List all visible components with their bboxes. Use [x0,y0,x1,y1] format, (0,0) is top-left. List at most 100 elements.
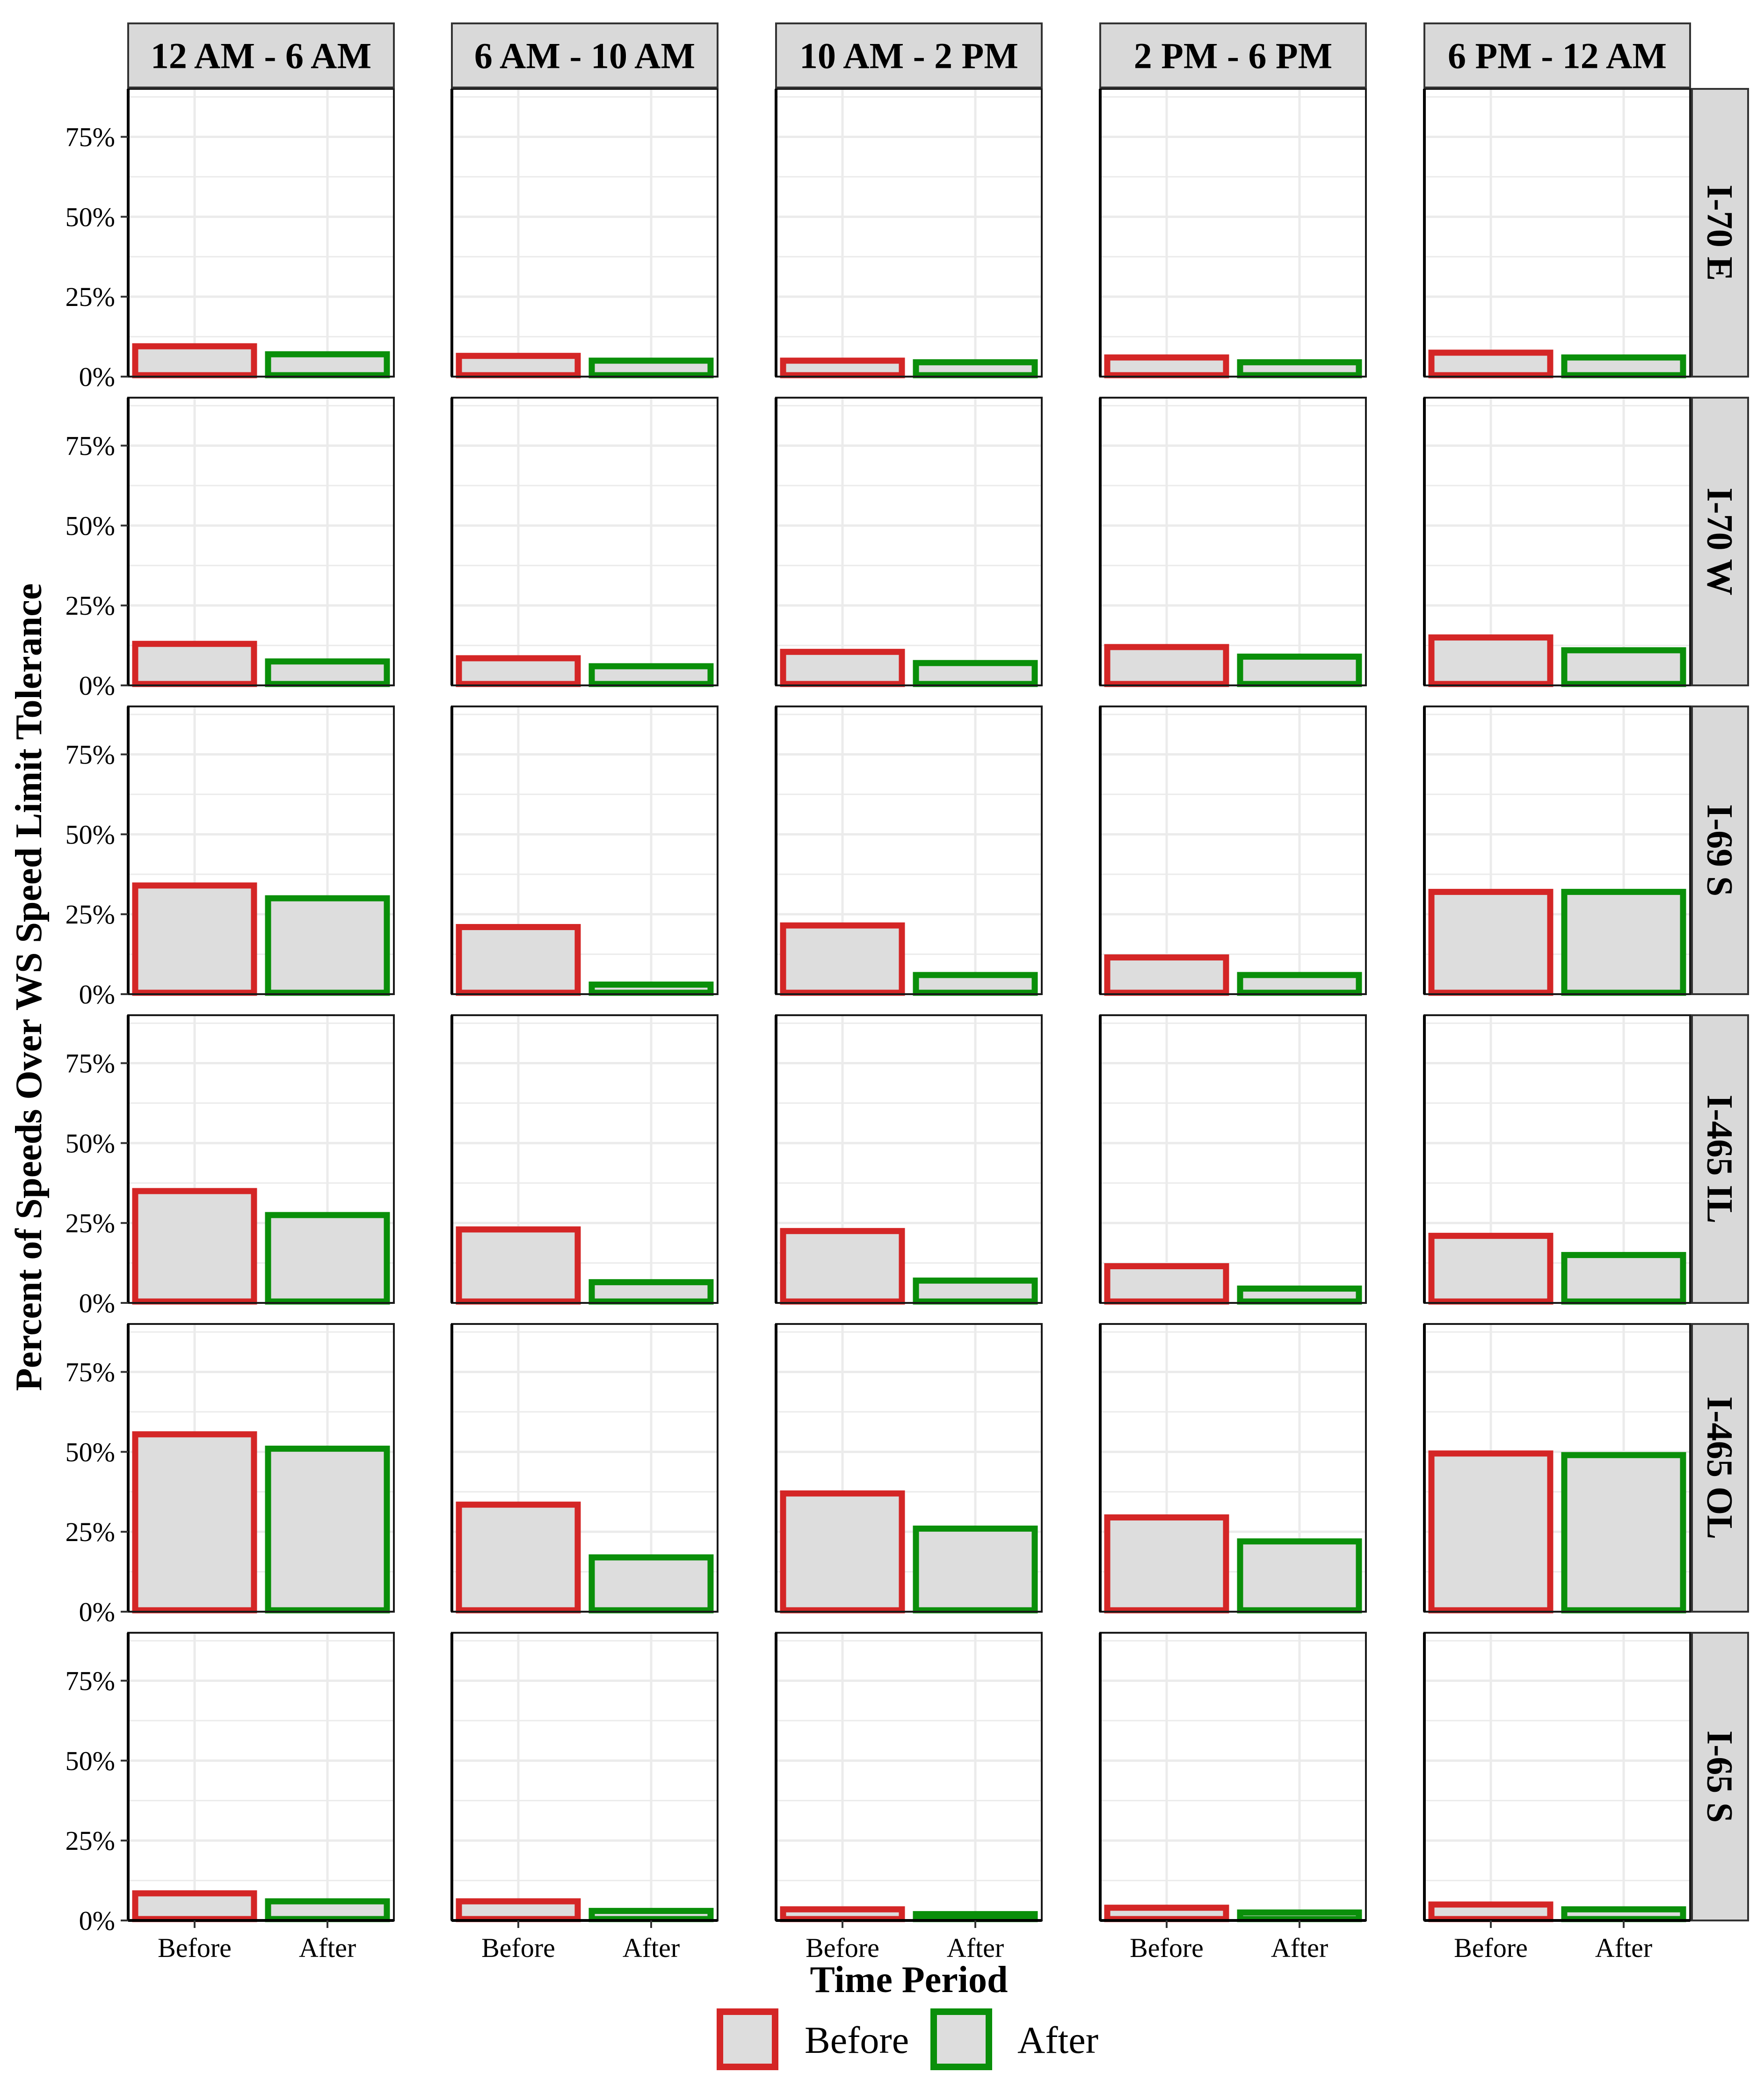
panel-i-70-w-2-pm-6-pm [1099,397,1367,687]
x-tick-label: After [299,1933,356,1963]
bar-after [1561,647,1686,687]
y-tick-label: 25% [65,1825,115,1856]
panel-i-70-e-6-pm-12-am [1423,88,1691,378]
panel-i-465-ol-12-am-6-am [127,1323,395,1614]
panel-i-65-s-12-am-6-am [127,1632,395,1922]
panel-background [776,398,1042,685]
y-tick-label: 75% [65,1048,115,1079]
panel-i-65-s-2-pm-6-pm [1099,1632,1367,1922]
panel-background [776,1633,1042,1920]
row-strip-label: I-65 S [1700,1731,1741,1823]
y-tick-label: 25% [65,899,115,930]
y-tick-label: 75% [65,431,115,461]
row-strip-label: I-70 W [1700,487,1741,595]
column-strip-10-am-2-pm [775,22,1043,88]
bar-before [1104,1905,1229,1922]
panel-background [1100,1633,1366,1920]
panel-background [1100,706,1366,994]
bar-before [132,640,257,687]
panel-i-70-e-12-am-6-am [127,88,395,378]
panel-background [452,89,718,377]
bar-before [456,353,581,378]
bar-after [913,1525,1038,1614]
x-tick-label: Before [158,1933,232,1963]
x-tick-label: After [1271,1933,1328,1963]
panel-i-465-il-6-pm-12-am [1423,1014,1691,1305]
legend-item-after: After [930,2008,1098,2070]
x-axis-title: Time Period [810,1959,1008,2000]
y-tick-label: 0% [79,979,115,1010]
bar-after [1237,654,1362,687]
panel-background [128,89,394,377]
panel-i-69-s-6-am-10-am [451,705,719,996]
bar-before [1428,634,1553,687]
y-tick-label: 50% [65,1745,115,1776]
panel-i-69-s-2-pm-6-pm [1099,705,1367,996]
panel-i-70-w-12-am-6-am [127,397,395,687]
panel-background [1100,89,1366,377]
x-tick-label: Before [806,1933,879,1963]
row-strip-label: I-70 E [1700,185,1741,281]
bar-after [265,351,390,378]
y-tick-label: 50% [65,1128,115,1158]
row-strip-label: I-465 IL [1700,1095,1741,1223]
bar-after [1237,1538,1362,1614]
bar-before [1428,888,1553,996]
panel-i-465-ol-10-am-2-pm [775,1323,1043,1614]
bar-before [132,1890,257,1922]
y-tick-label: 75% [65,122,115,153]
panel-background [1100,398,1366,685]
bar-after [1561,1452,1686,1614]
panel-i-465-il-2-pm-6-pm [1099,1014,1367,1305]
bar-before [1104,354,1229,378]
column-strip-6-am-10-am [451,22,719,88]
bar-before [1428,1233,1553,1305]
legend-label: Before [805,2019,909,2061]
y-tick-label: 75% [65,740,115,770]
panel-i-69-s-12-am-6-am [127,705,395,996]
x-tick-label: After [623,1933,680,1963]
bar-before [1428,1901,1553,1922]
bar-after [1561,1252,1686,1305]
bar-before [1104,1263,1229,1305]
column-strip-label: 12 AM - 6 AM [151,36,371,76]
bar-before [780,1228,905,1305]
panel-i-465-ol-2-pm-6-pm [1099,1323,1367,1614]
bar-before [132,1431,257,1614]
panel-i-69-s-10-am-2-pm [775,705,1043,996]
bar-before [1104,644,1229,687]
panel-i-65-s-6-pm-12-am [1423,1632,1691,1922]
column-strip-12-am-6-am [127,22,395,88]
y-axis-title: Percent of Speeds Over WS Speed Limit To… [8,583,50,1391]
bar-after [588,1908,714,1922]
y-tick-label: 0% [79,362,115,392]
panel-background [776,89,1042,377]
legend-label: After [1017,2019,1098,2061]
bar-after [1561,1906,1686,1922]
y-tick-label: 75% [65,1357,115,1388]
x-tick-label: After [1595,1933,1652,1963]
bar-before [1428,1450,1553,1614]
legend-item-before: Before [717,2008,909,2070]
x-tick-label: After [947,1933,1004,1963]
bar-after [913,972,1038,996]
bar-before [1104,1514,1229,1614]
bar-after [1561,888,1686,996]
bar-after [1237,359,1362,378]
y-tick-label: 50% [65,510,115,541]
bar-after [265,1898,390,1922]
y-tick-label: 0% [79,1288,115,1318]
bar-after [265,895,390,996]
row-strip-i-465-ol [1691,1323,1749,1613]
bar-after [1237,1909,1362,1922]
column-strip-label: 2 PM - 6 PM [1134,36,1333,76]
panel-i-69-s-6-pm-12-am [1423,705,1691,996]
row-strip-i-65-s [1691,1632,1749,1921]
panel-background [1424,89,1690,377]
bar-before [456,1226,581,1305]
y-tick-label: 50% [65,202,115,232]
panel-i-70-e-2-pm-6-pm [1099,88,1367,378]
column-strips: 12 AM - 6 AM 6 AM - 10 AM 10 AM - 2 PM 2 PM… [127,22,1691,88]
